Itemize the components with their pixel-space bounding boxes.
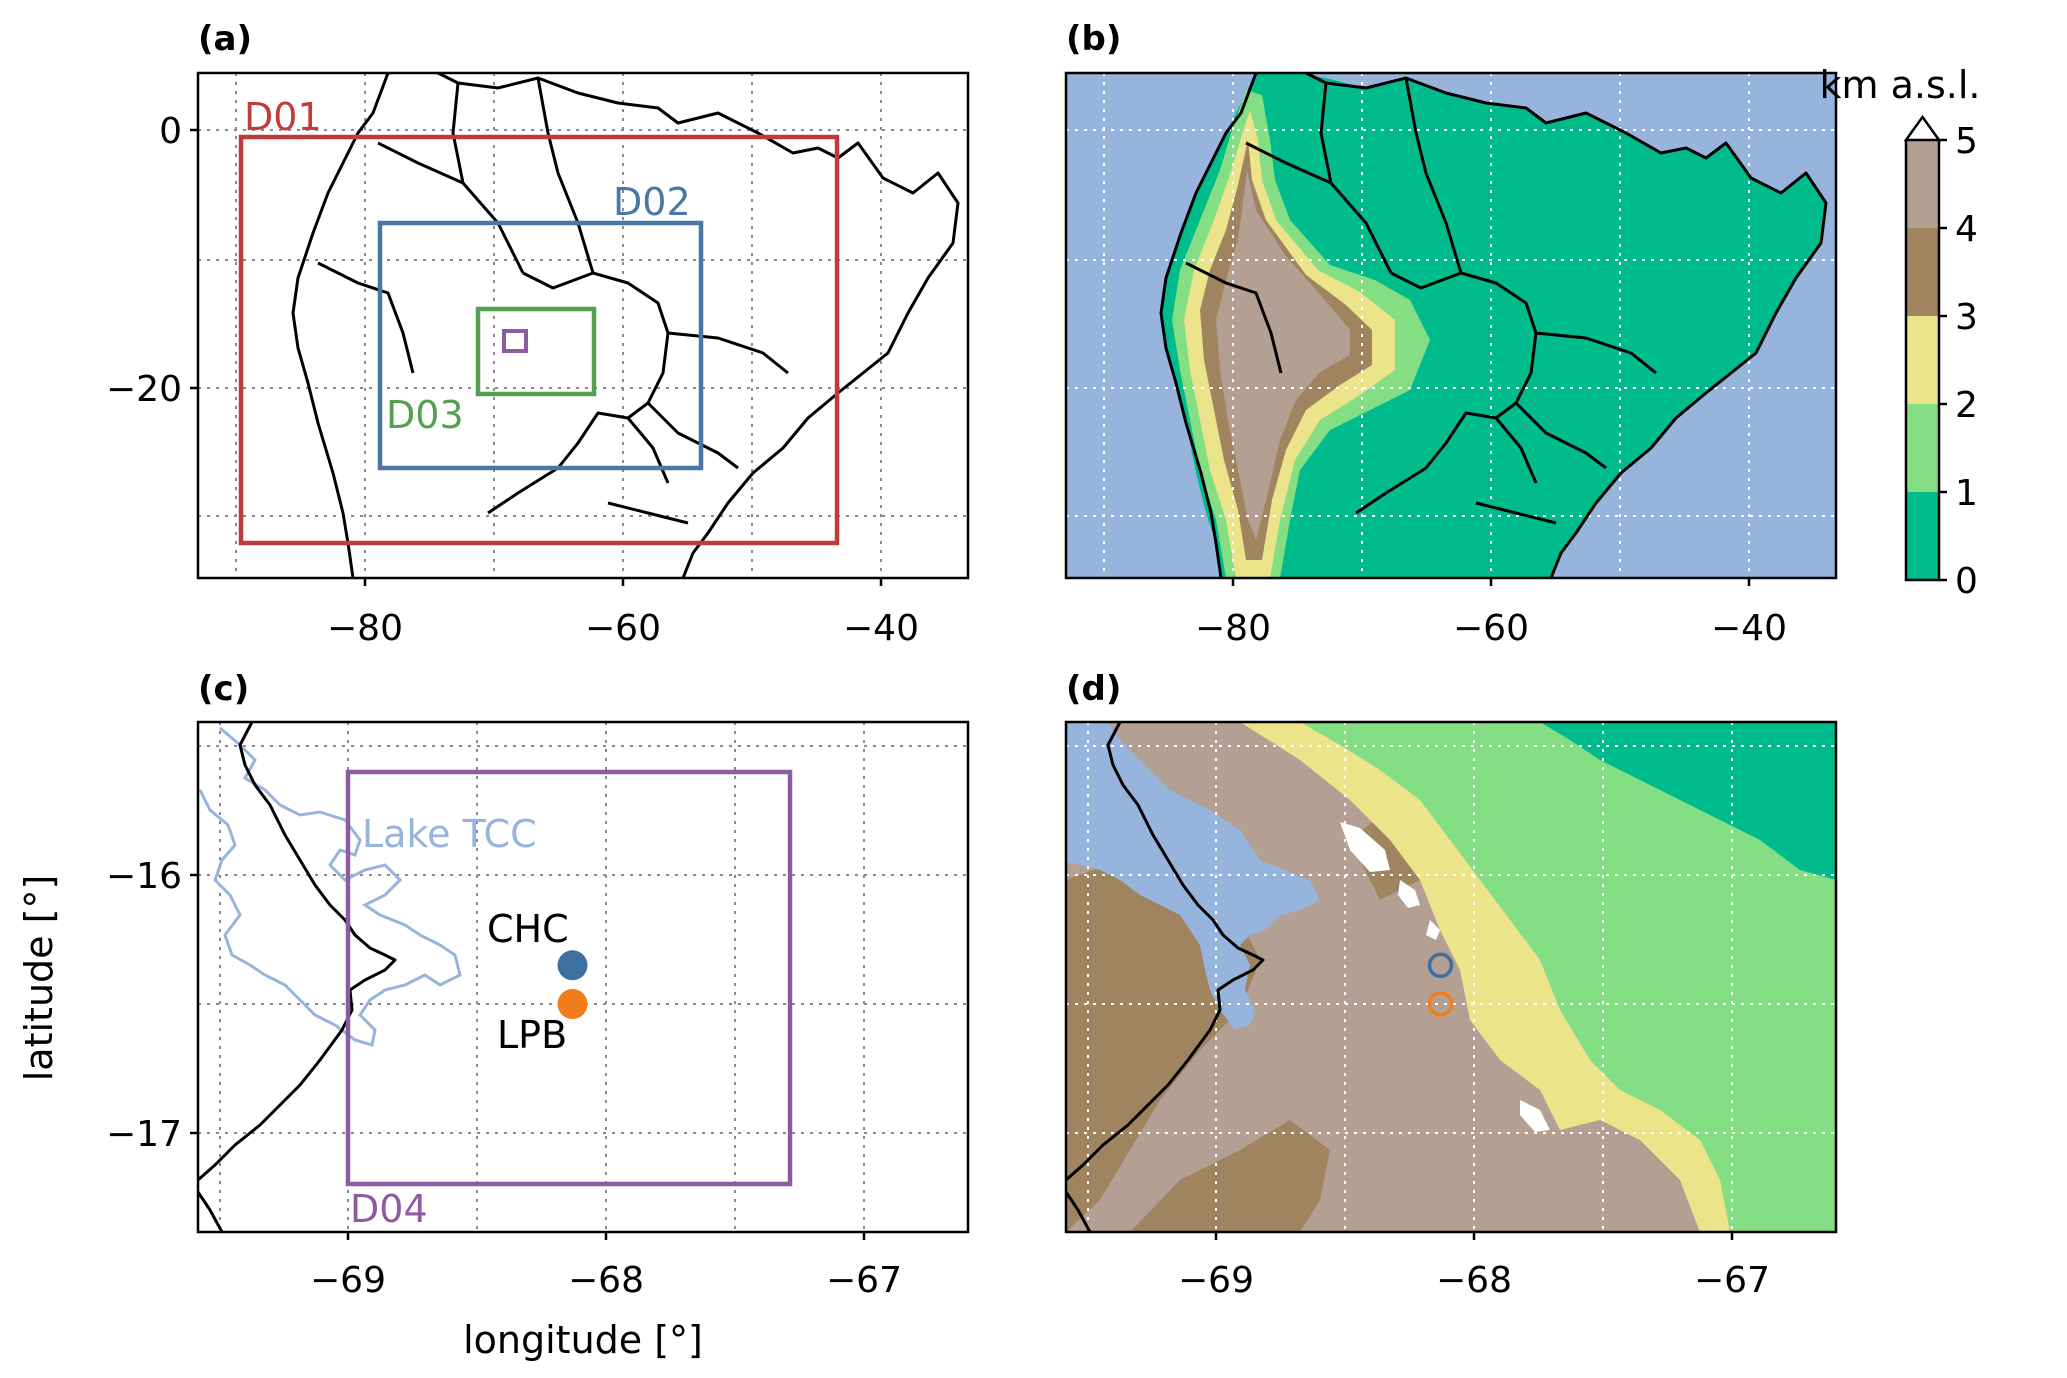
snow-patches — [1340, 822, 1550, 1132]
cbar-tick-1: 1 — [1955, 473, 1978, 514]
d-xtick-minus68: −68 — [1436, 1260, 1512, 1301]
domain-box-d03 — [475, 306, 597, 397]
colorbar: km a.s.l. 0 1 2 3 4 5 — [1820, 63, 1981, 602]
domain-box-d02 — [377, 220, 704, 471]
colorbar-band-3-4 — [1906, 228, 1939, 316]
panel-d-xticks: −69 −68 −67 — [1178, 1232, 1770, 1301]
cbar-tick-4: 4 — [1955, 209, 1978, 250]
terrain-green — [1300, 722, 1836, 1232]
panel-a-grid — [198, 73, 968, 578]
colorbar-ticks: 0 1 2 3 4 5 — [1939, 121, 1978, 602]
panel-b-xticks: −80 −60 −40 — [1195, 578, 1787, 649]
panel-a-xticks: −80 −60 −40 — [327, 578, 919, 649]
station-label-chc: CHC — [487, 907, 569, 951]
domain-label-d01: D01 — [244, 95, 322, 139]
cbar-tick-0: 0 — [1955, 561, 1978, 602]
stations-outline — [1427, 952, 1454, 1017]
station-marker-lpb — [557, 989, 588, 1019]
lake-label: Lake TCC — [362, 812, 537, 856]
station-marker-chc — [1427, 952, 1454, 979]
panel-d: (d) — [1064, 669, 1838, 1301]
panel-c-xticks: −69 −68 −67 — [310, 1232, 902, 1301]
xtick-minus68: −68 — [568, 1260, 644, 1301]
xtick-minus40: −40 — [843, 608, 919, 649]
b-xtick-minus80: −80 — [1195, 608, 1271, 649]
stations — [557, 950, 588, 1019]
panel-a: (a) — [106, 19, 970, 649]
cbar-tick-3: 3 — [1955, 297, 1978, 338]
colorbar-band-1-2 — [1906, 404, 1939, 492]
y-axis-label: latitude [°] — [17, 875, 61, 1082]
colorbar-band-2-3 — [1906, 316, 1939, 404]
panel-b-title: (b) — [1066, 19, 1121, 59]
ytick-minus20: −20 — [106, 369, 182, 410]
domain-box-d04 — [502, 329, 528, 353]
panel-d-coastline — [1066, 722, 1265, 1182]
domain-label-d03: D03 — [386, 393, 464, 437]
xtick-minus80: −80 — [327, 608, 403, 649]
panel-c-coastline — [198, 722, 397, 1182]
domain-box-d01 — [238, 134, 840, 546]
colorbar-label: km a.s.l. — [1820, 63, 1981, 107]
xtick-minus69: −69 — [310, 1260, 386, 1301]
ytick-0: 0 — [159, 111, 182, 152]
cbar-tick-5: 5 — [1955, 121, 1978, 162]
panel-d-title: (d) — [1066, 669, 1121, 709]
d-xtick-minus69: −69 — [1178, 1260, 1254, 1301]
domain-boxes — [238, 134, 840, 546]
land-andes-peaks — [1216, 170, 1350, 540]
d-xtick-minus67: −67 — [1694, 1260, 1770, 1301]
station-marker-lpb — [1427, 991, 1454, 1017]
cbar-tick-2: 2 — [1955, 385, 1978, 426]
b-xtick-minus40: −40 — [1711, 608, 1787, 649]
colorbar-band-4-5 — [1906, 140, 1939, 228]
panel-c-yticks: −16 −17 — [106, 856, 198, 1155]
panel-b: (b) — [1064, 19, 1838, 649]
terrain-lowland — [1540, 722, 1836, 880]
panel-c-title: (c) — [198, 669, 249, 709]
b-xtick-minus60: −60 — [1453, 608, 1529, 649]
xtick-minus60: −60 — [585, 608, 661, 649]
ytick-minus17: −17 — [106, 1114, 182, 1155]
domain-box-d04-zoom — [345, 769, 793, 1187]
station-label-lpb: LPB — [497, 1013, 567, 1057]
ytick-minus16: −16 — [106, 856, 182, 897]
land-lowland — [1161, 73, 1826, 578]
panel-a-yticks: 0 −20 — [106, 111, 198, 410]
colorbar-extend-arrow — [1903, 114, 1942, 142]
station-marker-chc — [557, 950, 588, 981]
x-axis-label: longitude [°] — [463, 1318, 703, 1362]
panel-a-title: (a) — [198, 19, 252, 59]
panel-c-grid — [198, 722, 968, 1232]
colorbar-band-0-1 — [1906, 492, 1939, 580]
panel-d-grid — [1066, 722, 1836, 1232]
xtick-minus67: −67 — [826, 1260, 902, 1301]
domain-label-d02: D02 — [613, 180, 691, 224]
panel-c: (c) Lake TCC D04 CHC LP — [17, 669, 970, 1362]
panel-b-grid — [1066, 73, 1836, 578]
domain-label-d04: D04 — [350, 1187, 428, 1231]
